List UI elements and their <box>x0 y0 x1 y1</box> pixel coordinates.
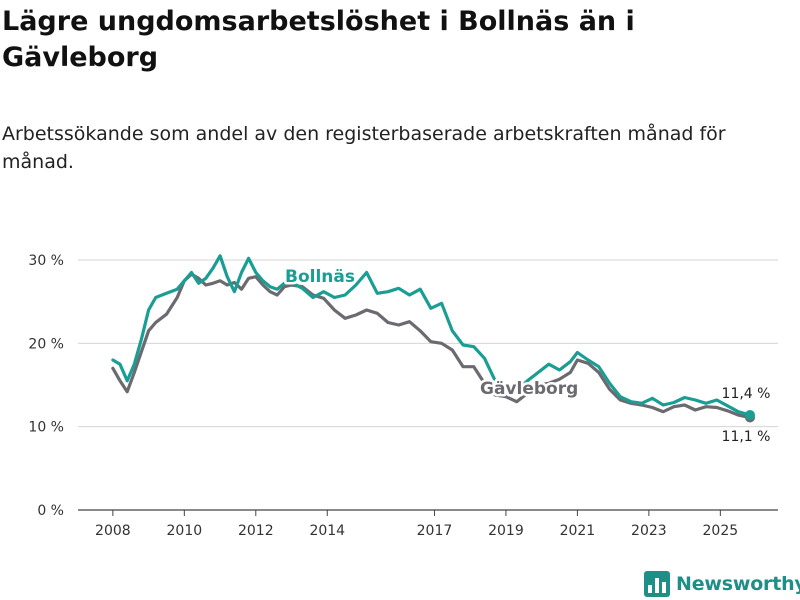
series-label-bollnas-halo: Bollnäs <box>285 267 355 287</box>
x-tick-label: 2019 <box>488 523 524 539</box>
chart-title: Lägre ungdomsarbetslöshet i Bollnäs än i… <box>2 6 635 73</box>
x-tick-label: 2023 <box>631 523 667 539</box>
series-label-gavleborg: Gävleborg <box>480 379 578 399</box>
x-tick-label: 2010 <box>167 523 203 539</box>
x-tick-label: 2008 <box>95 523 131 539</box>
newsworthy-logo[interactable]: Newsworthy <box>644 568 800 600</box>
x-tick-label: 2012 <box>238 523 274 539</box>
x-tick-label: 2021 <box>560 523 596 539</box>
end-label-gavleborg: 11,1 % <box>722 429 771 445</box>
series-label-bollnas: Bollnäs <box>285 267 355 287</box>
y-tick-label: 20 % <box>28 336 64 352</box>
x-tick-label: 2017 <box>417 523 453 539</box>
grid-layer: 0 % 10 % 20 % 30 % 2008 2010 2012 2014 2017 2019 2… <box>28 253 778 539</box>
end-label-gavleborg-halo: 11,1 % <box>722 429 771 445</box>
series-label-gavleborg-halo: Gävleborg <box>480 379 578 399</box>
series-line-gavleborg <box>111 272 752 420</box>
series-line-bollnas <box>111 254 752 417</box>
y-tick-label: 0 % <box>37 503 64 519</box>
x-tick-label: 2014 <box>309 523 345 539</box>
bar-chart-icon <box>644 571 670 597</box>
brand-name: Newsworthy <box>676 573 800 595</box>
series-layer <box>111 254 755 423</box>
chart-subtitle: Arbetssökande som andel av den registerb… <box>2 123 726 173</box>
end-label-bollnas: 11,4 % <box>722 386 771 402</box>
x-tick-label: 2025 <box>703 523 739 539</box>
end-label-bollnas-halo: 11,4 % <box>722 386 771 402</box>
y-tick-label: 10 % <box>28 420 64 436</box>
y-tick-label: 30 % <box>28 253 64 269</box>
series-endpoint <box>745 410 755 420</box>
